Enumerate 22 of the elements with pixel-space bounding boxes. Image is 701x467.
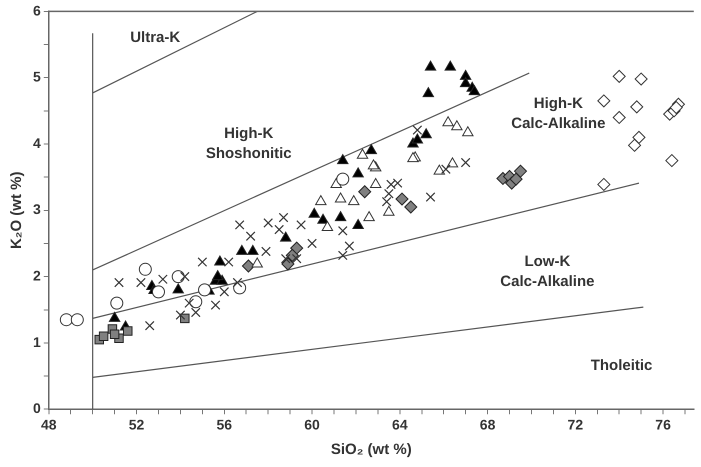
y-tick-label: 3 <box>32 201 41 218</box>
x-tick-label: 64 <box>392 416 408 432</box>
x-tick-label: 68 <box>480 416 496 432</box>
x-tick-label: 72 <box>568 416 584 432</box>
annotation: Tholeitic <box>590 356 652 374</box>
y-tick-label: 5 <box>32 68 41 85</box>
y-tick-label: 6 <box>32 2 41 18</box>
y-axis-title: K₂O (wt %) <box>8 172 26 250</box>
x-axis-title: SiO₂ (wt %) <box>330 441 412 458</box>
x-tick-label: 76 <box>655 416 672 432</box>
annotation: Low-K Calc-Alkaline <box>500 253 594 290</box>
y-tick-label: 1 <box>32 334 41 350</box>
annotation: High-K Shoshonitic <box>206 125 292 162</box>
annotation: High-K Calc-Alkaline <box>511 95 606 132</box>
x-tick-label: 56 <box>216 416 232 432</box>
y-tick-label: 2 <box>32 267 41 284</box>
y-tick-label: 4 <box>32 134 41 151</box>
x-tick-label: 52 <box>128 416 145 432</box>
annotation: Ultra-K <box>130 29 180 46</box>
y-tick-label: 0 <box>32 400 41 416</box>
x-tick-label: 60 <box>304 416 320 432</box>
x-tick-label: 48 <box>40 416 57 432</box>
